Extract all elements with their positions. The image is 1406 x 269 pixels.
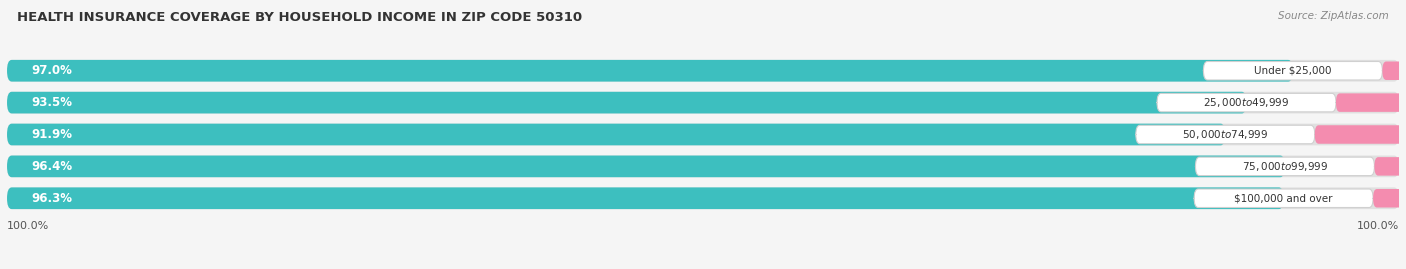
Text: Under $25,000: Under $25,000 xyxy=(1254,66,1331,76)
FancyBboxPatch shape xyxy=(7,60,1399,82)
FancyBboxPatch shape xyxy=(7,155,1399,177)
FancyBboxPatch shape xyxy=(1136,125,1315,144)
Text: 96.3%: 96.3% xyxy=(31,192,72,205)
FancyBboxPatch shape xyxy=(1204,62,1382,80)
Text: $100,000 and over: $100,000 and over xyxy=(1234,193,1333,203)
FancyBboxPatch shape xyxy=(1336,93,1406,112)
FancyBboxPatch shape xyxy=(7,187,1284,209)
Text: 93.5%: 93.5% xyxy=(31,96,72,109)
Text: 100.0%: 100.0% xyxy=(1357,221,1399,231)
Text: HEALTH INSURANCE COVERAGE BY HOUSEHOLD INCOME IN ZIP CODE 50310: HEALTH INSURANCE COVERAGE BY HOUSEHOLD I… xyxy=(17,11,582,24)
FancyBboxPatch shape xyxy=(7,187,1399,209)
FancyBboxPatch shape xyxy=(7,155,1285,177)
FancyBboxPatch shape xyxy=(7,92,1247,114)
Text: 97.0%: 97.0% xyxy=(31,64,72,77)
FancyBboxPatch shape xyxy=(1194,189,1374,207)
Text: Source: ZipAtlas.com: Source: ZipAtlas.com xyxy=(1278,11,1389,21)
Text: 100.0%: 100.0% xyxy=(7,221,49,231)
FancyBboxPatch shape xyxy=(7,92,1399,114)
Text: $75,000 to $99,999: $75,000 to $99,999 xyxy=(1241,160,1329,173)
Text: $50,000 to $74,999: $50,000 to $74,999 xyxy=(1182,128,1268,141)
FancyBboxPatch shape xyxy=(1195,157,1375,176)
FancyBboxPatch shape xyxy=(1374,189,1406,207)
Text: 96.4%: 96.4% xyxy=(31,160,72,173)
FancyBboxPatch shape xyxy=(7,124,1399,145)
FancyBboxPatch shape xyxy=(1315,125,1406,144)
Text: $25,000 to $49,999: $25,000 to $49,999 xyxy=(1204,96,1289,109)
FancyBboxPatch shape xyxy=(7,60,1294,82)
FancyBboxPatch shape xyxy=(1375,157,1406,176)
Text: 91.9%: 91.9% xyxy=(31,128,72,141)
FancyBboxPatch shape xyxy=(1157,93,1336,112)
FancyBboxPatch shape xyxy=(1382,62,1406,80)
Legend: With Coverage, Without Coverage: With Coverage, Without Coverage xyxy=(467,264,716,269)
FancyBboxPatch shape xyxy=(7,124,1225,145)
